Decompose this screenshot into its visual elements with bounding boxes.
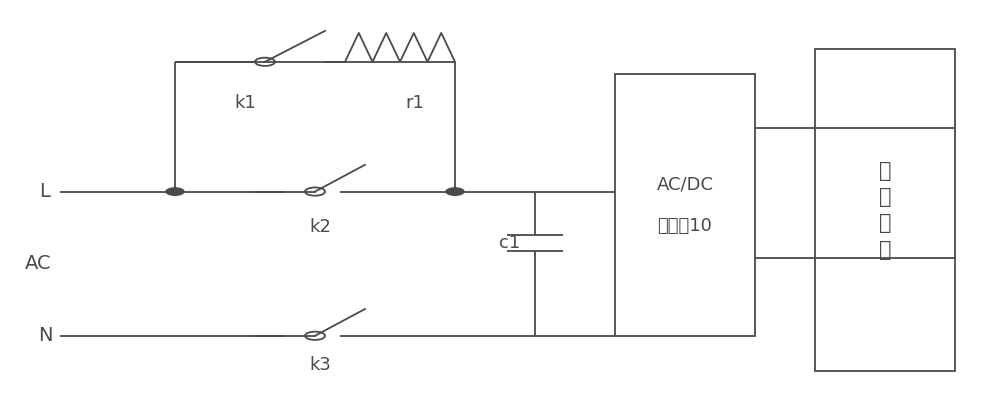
Text: N: N [38, 326, 52, 345]
Text: AC/DC: AC/DC [656, 176, 714, 193]
Text: k3: k3 [309, 356, 331, 374]
Text: 动
力
电
池: 动 力 电 池 [879, 161, 891, 260]
Text: c1: c1 [499, 234, 520, 252]
Circle shape [166, 188, 184, 195]
Circle shape [446, 188, 464, 195]
Text: AC: AC [25, 254, 51, 273]
Text: 变换器10: 变换器10 [658, 217, 712, 234]
Text: r1: r1 [406, 94, 424, 112]
Bar [615, 74, 755, 336]
Bar [815, 49, 955, 371]
Text: k1: k1 [234, 94, 256, 112]
Text: k2: k2 [309, 218, 331, 236]
Text: L: L [40, 182, 50, 201]
